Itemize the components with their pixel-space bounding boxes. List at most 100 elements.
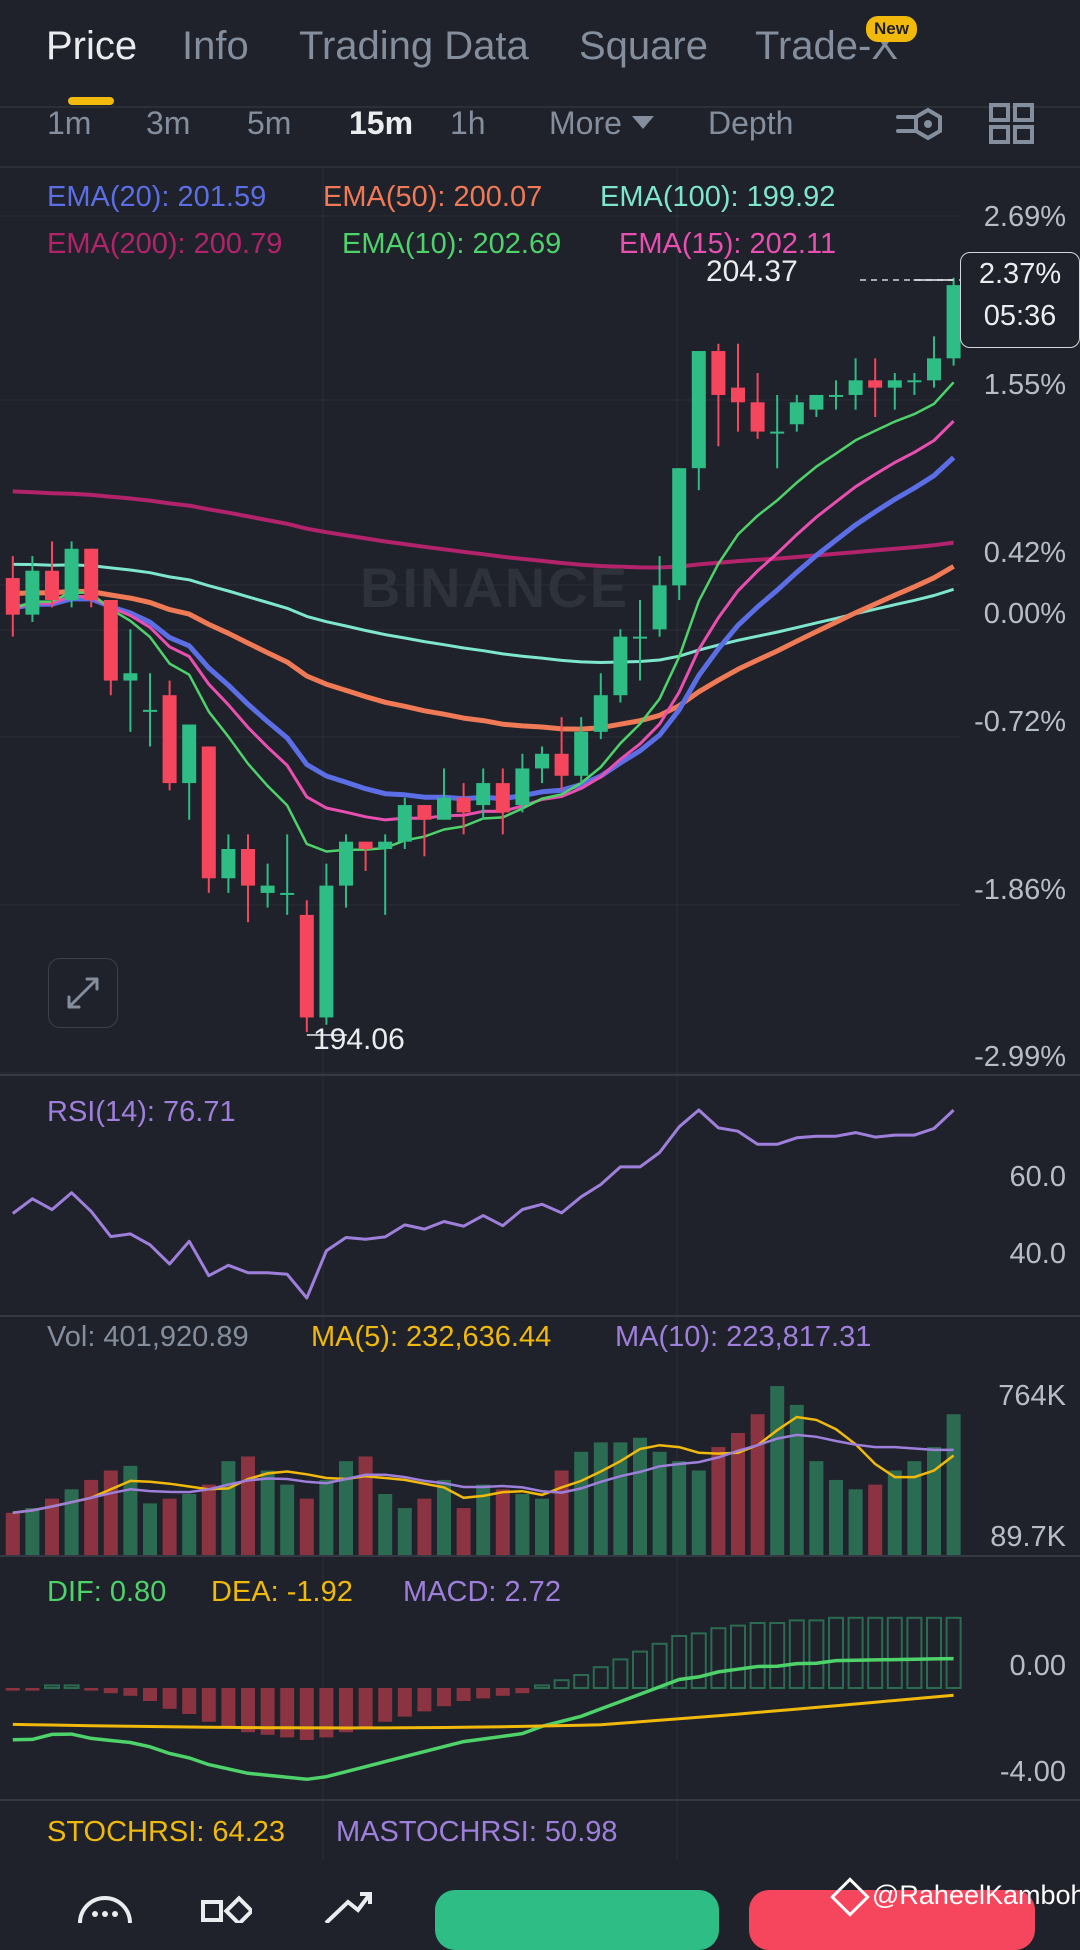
volume-bar	[25, 1508, 40, 1555]
expand-chart-button[interactable]	[48, 958, 118, 1028]
macd-bar	[123, 1688, 138, 1696]
interval-divider	[0, 166, 1080, 168]
candle-body	[299, 914, 314, 1018]
macd-bar	[495, 1688, 510, 1696]
macd-bar	[358, 1688, 373, 1727]
tab-info[interactable]: Info	[182, 24, 249, 68]
candle-body	[143, 709, 157, 712]
macd-bar	[339, 1688, 353, 1733]
candle-body	[946, 285, 961, 359]
ema10-legend: EMA(10): 202.69	[342, 228, 562, 260]
macd-bar	[143, 1688, 157, 1701]
tab-trading-data[interactable]: Trading Data	[299, 24, 529, 68]
ema200-legend: EMA(200): 200.79	[47, 228, 283, 260]
price-axis-label: 2.69%	[983, 201, 1066, 233]
macd-bar	[319, 1688, 334, 1738]
volume-bar	[946, 1414, 961, 1555]
watermark-credit: @RaheelKamboh	[830, 1877, 1080, 1917]
macd-bar	[651, 1642, 668, 1690]
volume-bar	[652, 1451, 667, 1555]
volume-bar	[241, 1456, 255, 1555]
stochrsi-legend: STOCHRSI: 64.23	[47, 1816, 286, 1848]
ema200-line	[12, 489, 954, 570]
candle-body	[45, 570, 59, 601]
rsi-axis-label: 60.0	[1009, 1161, 1066, 1193]
candle-body	[809, 394, 824, 410]
candle-body	[25, 570, 40, 615]
candle-body	[633, 636, 647, 639]
interval-1m[interactable]: 1m	[47, 105, 92, 141]
volume-bar	[358, 1456, 373, 1555]
macd-bar	[84, 1688, 99, 1691]
macd-axis-label: -4.00	[999, 1756, 1066, 1788]
current-price-tag: 2.37% 05:36	[960, 252, 1080, 348]
candle-body	[260, 885, 275, 893]
volume-bar	[476, 1484, 491, 1555]
volume-bar	[593, 1442, 608, 1555]
macd-bar	[906, 1616, 923, 1690]
macd-bar	[456, 1688, 471, 1701]
more-apps-icon[interactable]	[200, 1882, 252, 1923]
indicator-settings-icon[interactable]	[896, 102, 944, 146]
interval-15m[interactable]: 15m	[349, 105, 414, 141]
macd-bar	[828, 1616, 844, 1690]
top-tabs: Price Info Trading Data Square Trade-X N…	[0, 0, 1080, 106]
macd-dif-legend: DIF: 0.80	[47, 1576, 167, 1608]
volume-bar	[5, 1512, 20, 1555]
macd-bar	[201, 1688, 216, 1722]
macd-dea-legend: DEA: -1.92	[211, 1576, 353, 1608]
volume-bar	[64, 1489, 79, 1555]
candle-body	[868, 380, 883, 388]
low-price-marker: 194.06	[313, 1023, 405, 1056]
macd-bar	[632, 1650, 648, 1689]
tab-square[interactable]: Square	[579, 24, 708, 68]
active-tab-indicator	[68, 97, 114, 105]
volume-bar	[260, 1470, 275, 1555]
candle-body	[182, 724, 197, 784]
volume-bar	[691, 1470, 706, 1555]
chat-icon[interactable]	[78, 1882, 132, 1923]
depth-button[interactable]: Depth	[708, 105, 794, 141]
candle-body	[593, 695, 608, 732]
macd-bar	[44, 1684, 60, 1690]
interval-5m[interactable]: 5m	[247, 105, 292, 141]
macd-bar	[25, 1688, 40, 1691]
interval-3m[interactable]: 3m	[146, 105, 191, 141]
macd-bar	[671, 1635, 688, 1689]
candle-countdown: 05:36	[983, 300, 1057, 332]
volume-bar	[731, 1433, 745, 1555]
interval-more[interactable]: More	[549, 107, 654, 139]
buy-button[interactable]	[435, 1890, 719, 1950]
volume-bar	[554, 1470, 569, 1555]
candle-body	[201, 746, 216, 879]
volume-legend: Vol: 401,920.89	[47, 1321, 249, 1353]
volume-axis-label: 764K	[998, 1380, 1066, 1412]
candle-body	[554, 753, 569, 776]
candle-body	[437, 797, 451, 820]
volume-ma5-line	[12, 1415, 955, 1515]
macd-bar	[749, 1622, 766, 1689]
macd-bar	[5, 1688, 20, 1691]
price-axis-label: 1.55%	[983, 369, 1066, 401]
candle-body	[358, 841, 373, 849]
volume-bar	[809, 1461, 824, 1555]
candle-body	[417, 805, 432, 820]
macd-bar	[808, 1619, 825, 1690]
macd-bar	[926, 1616, 942, 1690]
candle-body	[731, 387, 745, 403]
volume-ma5-legend: MA(5): 232,636.44	[311, 1321, 552, 1353]
volume-bar	[770, 1386, 785, 1555]
credit-text: @RaheelKamboh	[872, 1880, 1080, 1910]
layout-grid-icon[interactable]	[988, 102, 1036, 146]
price-axis-label: 0.42%	[983, 537, 1066, 569]
volume-bar	[437, 1479, 451, 1555]
price-axis-label: -1.86%	[974, 874, 1066, 906]
candle-body	[241, 848, 255, 886]
tab-price[interactable]: Price	[46, 24, 138, 68]
share-icon[interactable]	[320, 1882, 372, 1923]
candle-body	[162, 695, 177, 784]
candle-body	[221, 848, 236, 879]
interval-1h[interactable]: 1h	[450, 105, 486, 141]
candle-body	[84, 548, 99, 601]
